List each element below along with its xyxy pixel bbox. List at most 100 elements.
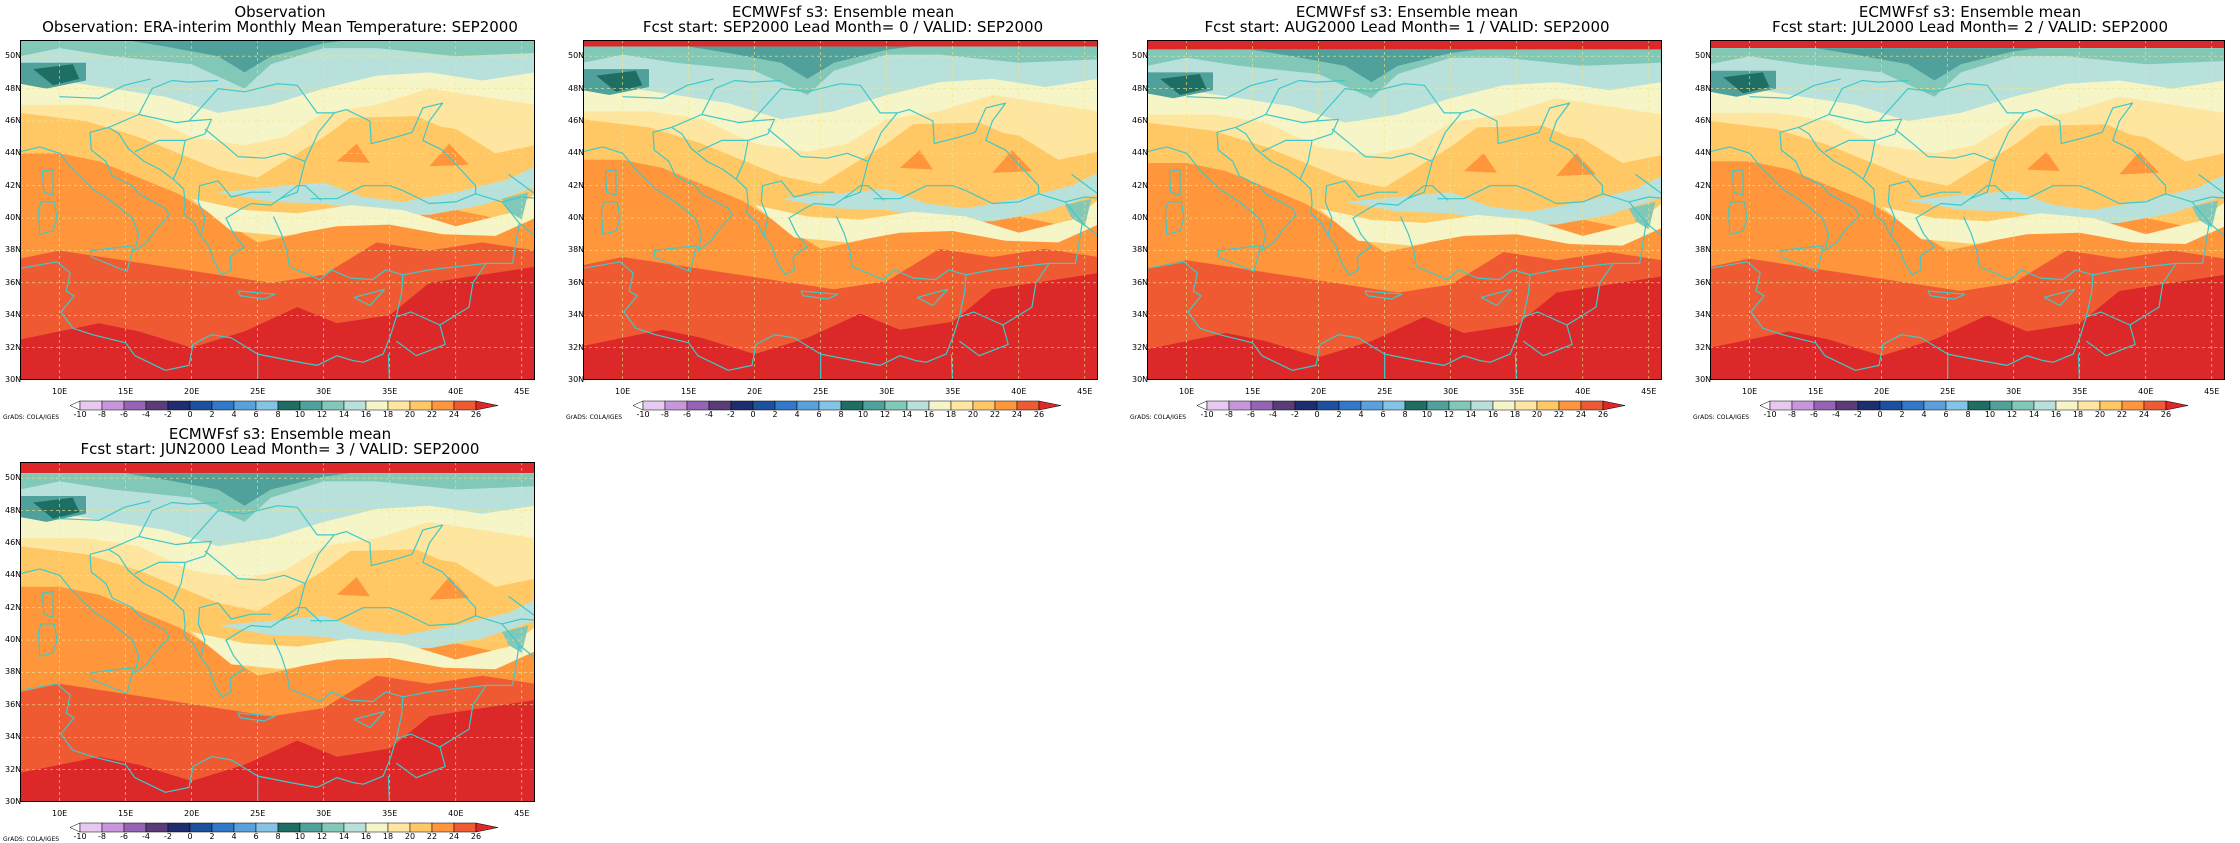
lat-tick-label: 46N [5,115,22,125]
colorbar-label: -6 [1810,410,1818,419]
coastline [59,500,151,521]
coastline [1862,118,1903,180]
colorbar-label: 26 [1033,410,1045,419]
map-panel-lead1: ECMWFsf s3: Ensemble mean Fcst start: AU… [1127,0,1687,421]
lat-tick-label: 32N [1132,342,1149,352]
panel-title: Observation [234,3,326,21]
lon-tick-label: 15E [681,387,697,396]
coastline [108,524,477,698]
colorbar-label: 14 [338,832,350,841]
lat-tick-label: 42N [568,180,585,190]
lat-tick-label: 42N [1132,180,1149,190]
contour-cool-tongue [1345,176,1662,225]
colorbar-label: -6 [1247,410,1255,419]
colorbar-swatch [1228,400,1252,411]
colorbar-label: 8 [1402,410,1408,419]
colorbar [70,400,499,411]
colorbar-swatch [1945,400,1969,411]
colorbar-label: -8 [661,410,669,419]
colorbar-swatch [255,822,279,833]
colorbar-swatch [2077,400,2101,411]
contour-band-10 [125,473,351,506]
panel-title: ECMWFsf s3: Ensemble mean [168,425,392,443]
lon-tick-label: 15E [1245,387,1261,396]
coastline [800,290,839,300]
colorbar-swatch [884,400,908,411]
colorbar-label: 16 [923,410,935,419]
coastline [1168,168,1181,196]
colorbar-label: 14 [338,410,350,419]
coastline [1798,102,2167,276]
colorbar-swatch [708,400,732,411]
coastline [172,540,213,602]
map-svg [1710,40,2225,380]
coastline [916,288,949,307]
coastline [439,685,487,748]
colorbar-swatch [1206,400,1230,411]
colorbar-swatch [343,400,367,411]
coastline [671,102,1040,276]
coastline [835,216,967,366]
colorbar-swatch [101,400,125,411]
coastline [20,126,170,252]
lon-tick-label: 30E [316,809,332,818]
colorbar-label: 12 [316,832,328,841]
colorbar-label: 8 [275,410,281,419]
colorbar-swatch [277,400,301,411]
coastline [353,288,386,307]
colorbar-swatch [1602,400,1626,411]
colorbar-label: -4 [1269,410,1277,419]
colorbar-swatch [409,400,433,411]
coastline [237,290,276,300]
colorbar-swatch [1558,400,1582,411]
coastline [197,602,271,659]
panel-subtitle: Observation: ERA-interim Monthly Mean Te… [42,18,518,36]
lon-tick-label: 30E [879,387,895,396]
contour-band-8 [1723,72,1770,94]
colorbar-label: -8 [1788,410,1796,419]
lat-tick-label: 34N [568,310,585,320]
lat-tick-label: 38N [1695,245,1712,255]
coastline [20,683,318,793]
lon-tick-label: 10E [1178,387,1195,396]
coastline [1529,193,1647,276]
lat-tick-label: 50N [5,51,22,61]
coastline [134,561,186,575]
contour-band-8 [33,64,80,86]
lat-tick-label: 42N [5,180,22,190]
lon-tick-label: 20E [184,809,200,818]
contour-pale-tongue [191,627,535,670]
colorbar-label: 2 [209,832,215,841]
colorbar-label: -4 [1832,410,1840,419]
coastline [272,216,404,366]
colorbar-label: 6 [1943,410,1949,419]
lat-tick-label: 48N [1695,83,1712,93]
colorbar-swatch [387,822,411,833]
lat-tick-label: 34N [5,732,22,742]
colorbar-label: 2 [1899,410,1905,419]
coastline [20,261,318,371]
panel-title: ECMWFsf s3: Ensemble mean [1858,3,2082,21]
coastline [90,245,135,273]
coastline [697,139,749,153]
contour-warm-patch-3 [429,577,469,600]
colorbar-label: 4 [1921,410,1927,419]
coastline [2043,288,2076,307]
colorbar-swatch [145,822,169,833]
panel-title: ECMWFsf s3: Ensemble mean [1295,3,1519,21]
colorbar-swatch [145,400,169,411]
coastline [108,501,219,550]
colorbar-swatch [189,822,213,833]
contour-band-12 [1710,48,2225,97]
colorbar-swatch [211,822,235,833]
colorbar-label: -2 [727,410,735,419]
map-frame [1147,40,1662,380]
coastline [751,83,898,122]
lat-tick-label: 44N [5,148,22,158]
contour-band-12 [583,46,1098,95]
colorbar-label: 10 [294,410,306,419]
coastline [701,113,753,124]
colorbar-swatch [972,400,996,411]
coastline [108,79,219,128]
coastline [1235,79,1346,128]
